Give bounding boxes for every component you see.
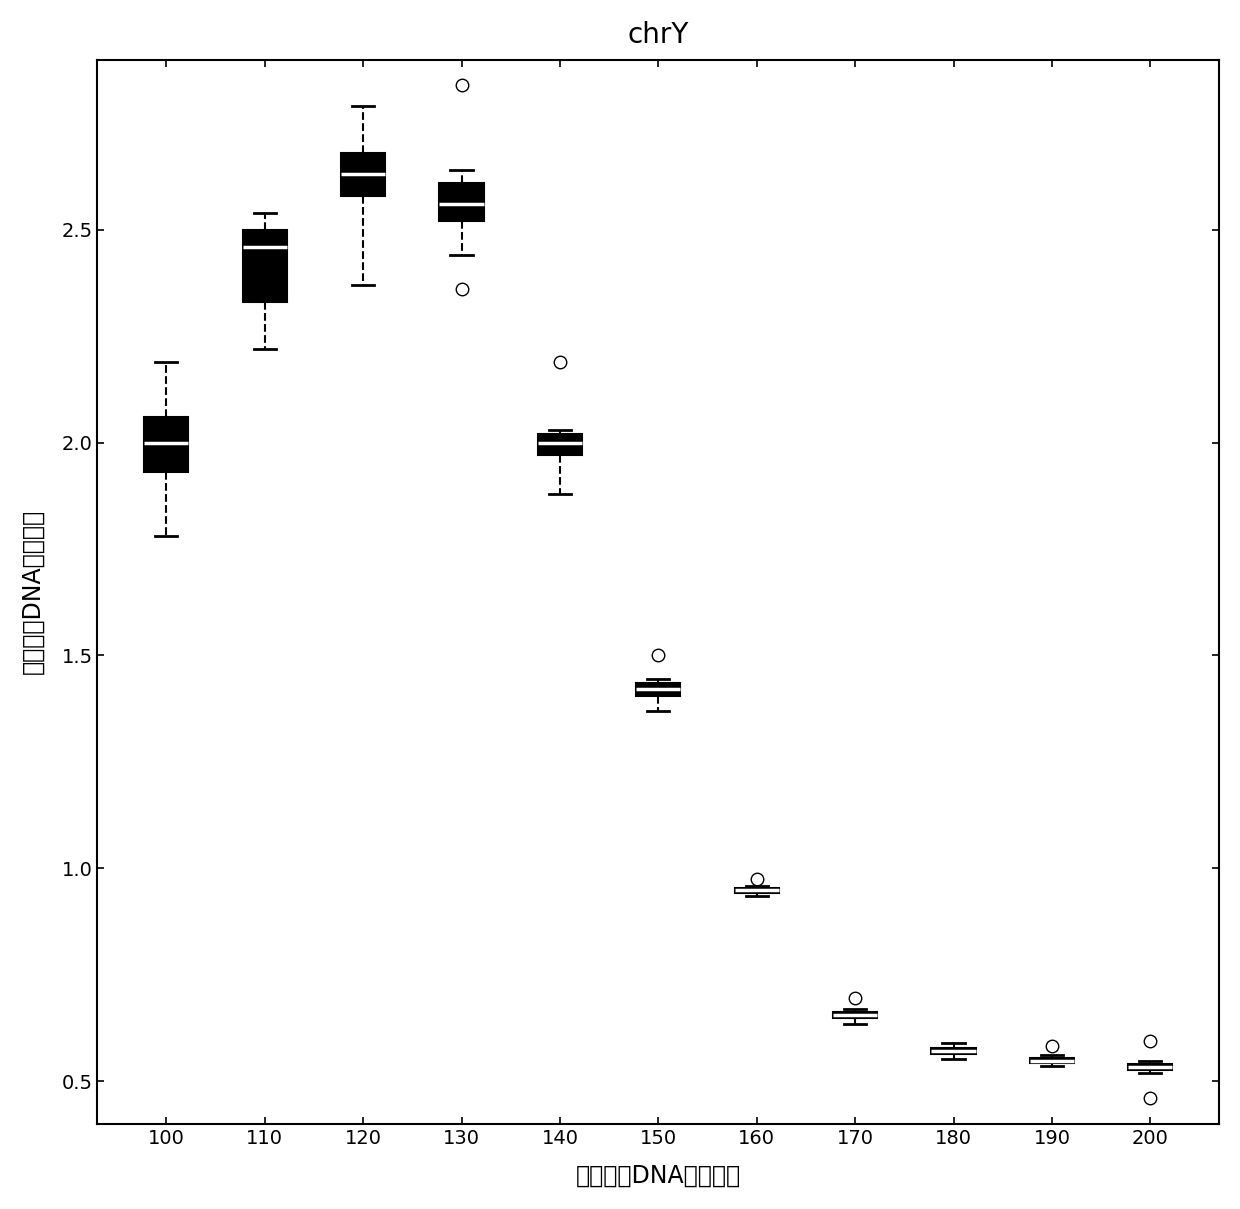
Y-axis label: 胎儿游离DNA提高倍数: 胎儿游离DNA提高倍数 [21,509,45,675]
PathPatch shape [734,889,779,892]
PathPatch shape [833,1012,877,1018]
PathPatch shape [439,183,484,221]
PathPatch shape [931,1048,976,1054]
PathPatch shape [538,434,582,456]
PathPatch shape [243,230,286,302]
X-axis label: 胎儿游离DNA读长区间: 胎儿游离DNA读长区间 [575,1164,740,1188]
Title: chrY: chrY [627,21,689,48]
PathPatch shape [1128,1064,1173,1070]
PathPatch shape [1029,1058,1074,1063]
PathPatch shape [636,683,681,696]
PathPatch shape [144,417,188,473]
PathPatch shape [341,154,386,196]
